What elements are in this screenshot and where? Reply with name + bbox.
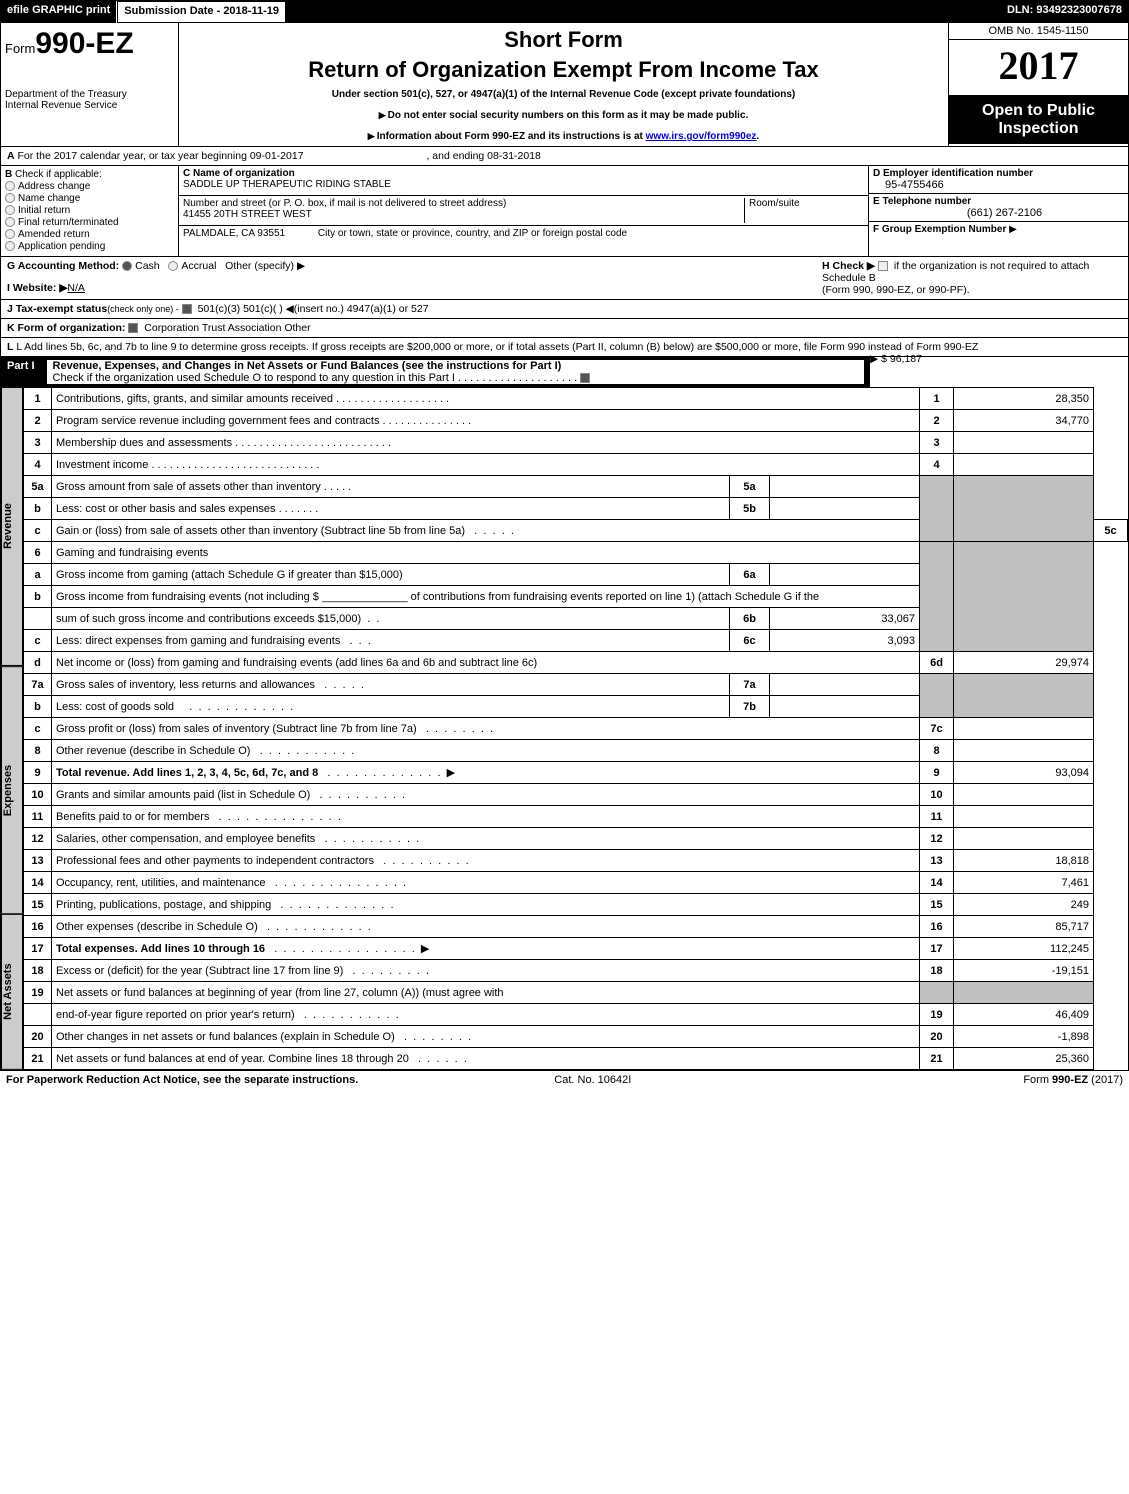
- line-16: 16Other expenses (describe in Schedule O…: [24, 916, 1128, 938]
- box-city: PALMDALE, CA 93551 City or town, state o…: [179, 226, 868, 256]
- box-addr: Number and street (or P. O. box, if mail…: [179, 196, 868, 226]
- line-14: 14Occupancy, rent, utilities, and mainte…: [24, 872, 1128, 894]
- topbar: efile GRAPHIC print Submission Date - 20…: [1, 1, 1128, 23]
- note-info: Information about Form 990-EZ and its in…: [183, 131, 944, 142]
- header-right: OMB No. 1545-1150 2017 Open to Public In…: [948, 23, 1128, 146]
- room-suite: Room/suite: [744, 198, 864, 223]
- right-column: D Employer identification number95-47554…: [868, 166, 1128, 256]
- org-city: PALMDALE, CA 93551: [183, 228, 285, 239]
- part1-header: Part I Revenue, Expenses, and Changes in…: [1, 357, 870, 387]
- tax-year: 2017: [949, 40, 1128, 96]
- part1-body: Revenue Expenses Net Assets 1Contributio…: [1, 387, 1128, 1070]
- website: N/A: [67, 282, 85, 294]
- line-k: K Form of organization: Corporation Trus…: [1, 319, 1128, 338]
- cat-no: Cat. No. 10642I: [554, 1074, 631, 1086]
- dept-treasury: Department of the Treasury: [5, 89, 174, 100]
- line-17: 17Total expenses. Add lines 10 through 1…: [24, 938, 1128, 960]
- line-13: 13Professional fees and other payments t…: [24, 850, 1128, 872]
- line-20: 20Other changes in net assets or fund ba…: [24, 1026, 1128, 1048]
- chk-name[interactable]: Name change: [18, 193, 80, 204]
- line-11: 11Benefits paid to or for members . . . …: [24, 806, 1128, 828]
- line-5a: 5aGross amount from sale of assets other…: [24, 476, 1128, 498]
- chk-pending[interactable]: Application pending: [18, 241, 105, 252]
- form-number: Form990-EZ: [5, 27, 174, 61]
- org-box: C Name of organization SADDLE UP THERAPE…: [179, 166, 868, 256]
- gross-receipts: ▶ $ 96,187: [870, 353, 922, 365]
- line-2: 2Program service revenue including gover…: [24, 410, 1128, 432]
- under-section: Under section 501(c), 527, or 4947(a)(1)…: [183, 89, 944, 100]
- dln: DLN: 93492323007678: [1001, 1, 1128, 23]
- header-left: Form990-EZ Department of the Treasury In…: [1, 23, 179, 146]
- ein: 95-4755466: [873, 179, 1124, 191]
- paperwork-notice: For Paperwork Reduction Act Notice, see …: [6, 1074, 358, 1086]
- line-6d: dNet income or (loss) from gaming and fu…: [24, 652, 1128, 674]
- box-c: C Name of organization SADDLE UP THERAPE…: [179, 166, 868, 196]
- line-18: 18Excess or (deficit) for the year (Subt…: [24, 960, 1128, 982]
- form-prefix: Form: [5, 41, 35, 56]
- side-revenue: Revenue: [1, 387, 23, 666]
- return-title: Return of Organization Exempt From Incom…: [183, 57, 944, 83]
- header-mid: Short Form Return of Organization Exempt…: [179, 23, 948, 146]
- form-num: 990-EZ: [35, 27, 133, 60]
- short-form-title: Short Form: [183, 27, 944, 53]
- form-990ez: efile GRAPHIC print Submission Date - 20…: [0, 0, 1129, 1071]
- line-a: A For the 2017 calendar year, or tax yea…: [1, 147, 1128, 166]
- line-10: 10Grants and similar amounts paid (list …: [24, 784, 1128, 806]
- line-21: 21Net assets or fund balances at end of …: [24, 1048, 1128, 1070]
- line-19b: end-of-year figure reported on prior yea…: [24, 1004, 1128, 1026]
- section-abcdef: B Check if applicable: Address change Na…: [1, 166, 1128, 257]
- efile-label: efile GRAPHIC print: [1, 1, 117, 23]
- submission-date: Submission Date - 2018-11-19: [117, 1, 286, 23]
- chk-address[interactable]: Address change: [18, 181, 90, 192]
- line-j: J Tax-exempt status(check only one) - 50…: [1, 300, 1128, 319]
- line-6: 6Gaming and fundraising events: [24, 542, 1128, 564]
- footer: For Paperwork Reduction Act Notice, see …: [0, 1071, 1129, 1089]
- line-7c: cGross profit or (loss) from sales of in…: [24, 718, 1128, 740]
- line-3: 3Membership dues and assessments . . . .…: [24, 432, 1128, 454]
- line-1: 1Contributions, gifts, grants, and simil…: [24, 388, 1128, 410]
- chk-initial[interactable]: Initial return: [18, 205, 70, 216]
- form-footer: Form 990-EZ (2017): [1023, 1074, 1123, 1086]
- org-name: SADDLE UP THERAPEUTIC RIDING STABLE: [183, 179, 391, 190]
- line-4: 4Investment income . . . . . . . . . . .…: [24, 454, 1128, 476]
- line-9: 9Total revenue. Add lines 1, 2, 3, 4, 5c…: [24, 762, 1128, 784]
- check-column: B Check if applicable: Address change Na…: [1, 166, 179, 256]
- omb-number: OMB No. 1545-1150: [949, 23, 1128, 40]
- line-15: 15Printing, publications, postage, and s…: [24, 894, 1128, 916]
- line-8: 8Other revenue (describe in Schedule O) …: [24, 740, 1128, 762]
- open-to-public: Open to Public Inspection: [949, 96, 1128, 144]
- line-gh: G Accounting Method: Cash Accrual Other …: [1, 257, 1128, 300]
- line-l: L L Add lines 5b, 6c, and 7b to line 9 t…: [1, 338, 1128, 357]
- line-12: 12Salaries, other compensation, and empl…: [24, 828, 1128, 850]
- header: Form990-EZ Department of the Treasury In…: [1, 23, 1128, 147]
- irs-link[interactable]: www.irs.gov/form990ez: [646, 131, 757, 142]
- chk-final[interactable]: Final return/terminated: [18, 217, 119, 228]
- side-expenses: Expenses: [1, 666, 23, 914]
- note-ssn: Do not enter social security numbers on …: [183, 110, 944, 121]
- line-7a: 7aGross sales of inventory, less returns…: [24, 674, 1128, 696]
- line-19: 19Net assets or fund balances at beginni…: [24, 982, 1128, 1004]
- phone: (661) 267-2106: [873, 207, 1124, 219]
- chk-amended[interactable]: Amended return: [18, 229, 90, 240]
- irs-label: Internal Revenue Service: [5, 100, 174, 111]
- org-street: 41455 20TH STREET WEST: [183, 209, 312, 220]
- side-netassets: Net Assets: [1, 914, 23, 1070]
- lines-table: 1Contributions, gifts, grants, and simil…: [23, 387, 1128, 1070]
